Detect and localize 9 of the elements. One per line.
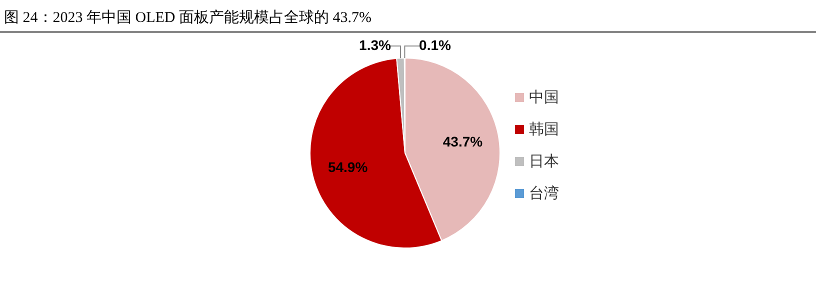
data-label: 1.3% — [359, 37, 392, 53]
legend-label: 日本 — [529, 153, 559, 170]
data-label: 0.1% — [419, 37, 452, 53]
legend-label: 中国 — [529, 89, 559, 106]
legend-label: 台湾 — [529, 185, 559, 202]
data-label: 43.7% — [442, 133, 484, 150]
title: 图 24：2023 年中国 OLED 面板产能规模占全球的 43.7% — [4, 10, 372, 26]
data-label: 54.9% — [328, 159, 368, 176]
legend-label: 韩国 — [529, 121, 559, 138]
